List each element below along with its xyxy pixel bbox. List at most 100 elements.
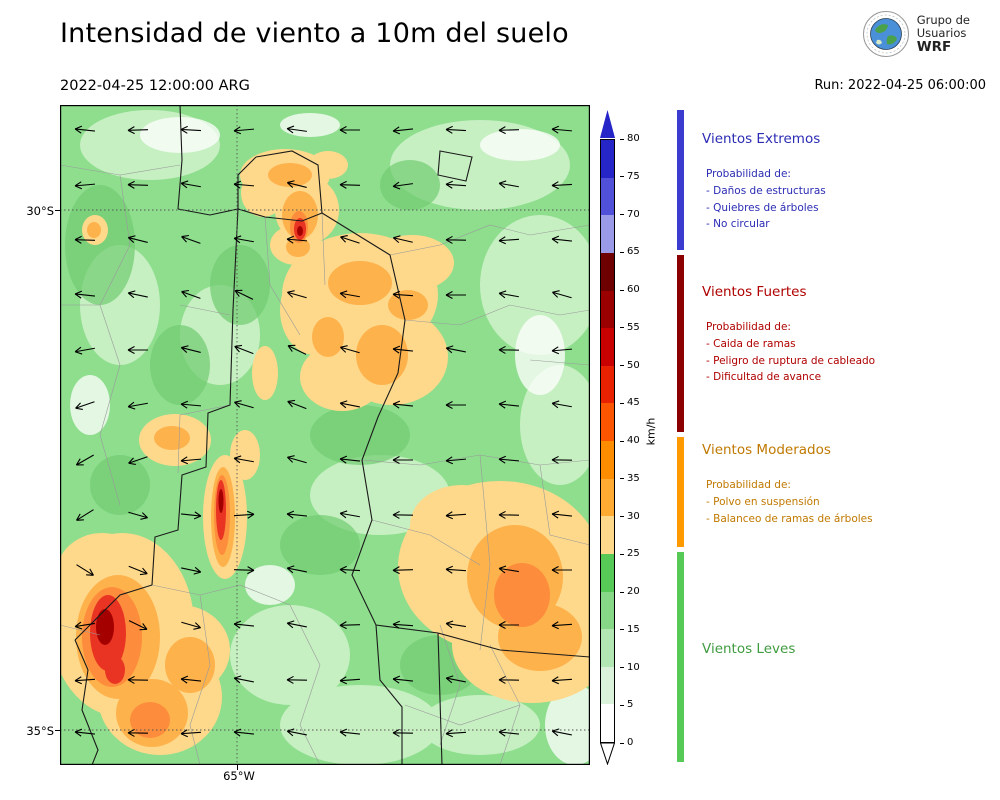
legend-item: - No circular: [706, 218, 770, 230]
wind-arrow: [498, 455, 520, 464]
wind-arrow: [181, 234, 201, 244]
legend-strip-leves: [677, 552, 684, 762]
wind-arrow: [128, 620, 148, 631]
wind-arrow: [180, 675, 202, 684]
legend-section-1: Vientos Fuertes Probabilidad de: - Caida d…: [702, 283, 994, 386]
logo-line-2: Usuarios: [916, 26, 967, 41]
wind-arrow: [392, 235, 413, 244]
wind-arrow: [180, 180, 201, 189]
wind-arrow: [287, 290, 307, 299]
axis-tick: [55, 730, 60, 731]
wind-arrow: [552, 290, 572, 299]
legend-item: - Dificultad de avance: [706, 371, 822, 383]
colorbar-band-60-65: [601, 252, 614, 291]
legend-item: - Peligro de ruptura de cableado: [706, 354, 876, 367]
wind-arrow: [445, 675, 466, 684]
wind-arrow: [127, 235, 148, 243]
legend-probability-label: Probabilidad de:: [706, 321, 791, 333]
wind-arrow: [392, 345, 414, 354]
wind-arrow: [339, 621, 361, 630]
wind-arrow: [445, 456, 467, 465]
wind-arrow: [392, 510, 414, 519]
colorbar-tick-label: 10: [620, 662, 640, 673]
colorbar-tick-label: 15: [620, 624, 640, 635]
wind-arrow: [233, 620, 255, 629]
colorbar-band-70-75: [601, 177, 614, 216]
wind-arrow: [180, 456, 202, 465]
lat-label-35s: 35°S: [26, 724, 54, 738]
legend-item: - Quiebres de árboles: [706, 201, 819, 214]
legend-section-title: Vientos Leves: [702, 641, 796, 657]
legend-item: - Polvo en suspensión: [706, 496, 820, 508]
wind-arrow: [127, 675, 149, 684]
wind-arrow: [286, 565, 307, 574]
wind-arrow: [234, 289, 254, 300]
wind-arrow: [233, 566, 255, 575]
wind-arrow: [180, 729, 202, 738]
colorbar-unit-label: km/h: [644, 417, 658, 446]
wind-arrow: [392, 126, 414, 135]
wind-arrow: [551, 621, 573, 630]
colorbar-tick-label: 30: [620, 511, 640, 522]
colorbar-tick-label: 20: [620, 587, 640, 597]
legend-probability-label: Probabilidad de:: [706, 168, 791, 180]
wind-arrow: [498, 400, 520, 409]
colorbar-bands: [600, 139, 615, 743]
wind-arrow: [392, 728, 414, 737]
legend-section-0: Vientos Extremos Probabilidad de: - Daños …: [702, 130, 994, 233]
wind-arrow: [76, 509, 94, 521]
wind-arrow: [445, 620, 466, 629]
legend-strip-fuertes: [677, 255, 684, 432]
wind-arrow: [181, 566, 202, 575]
wind-arrow: [128, 565, 148, 576]
wind-arrow: [234, 344, 254, 355]
wind-arrow: [551, 235, 573, 244]
wind-arrow: [392, 620, 414, 629]
wind-arrow: [498, 728, 520, 737]
wind-arrow: [339, 565, 361, 574]
legend-item: - Balanceo de ramas de árboles: [706, 512, 873, 525]
wind-arrow: [74, 125, 96, 134]
wind-arrow: [128, 511, 148, 520]
wind-arrow: [498, 236, 520, 245]
wind-arrow: [498, 621, 519, 629]
wind-arrow: [74, 181, 96, 190]
colorbar-tick-label: 25: [620, 549, 640, 559]
wind-arrow: [286, 235, 308, 244]
colorbar-band-55-60: [601, 290, 614, 329]
legend-section-title: Vientos Extremos: [702, 131, 821, 147]
wind-arrow: [287, 399, 307, 410]
colorbar-band-25-30: [601, 516, 614, 554]
colorbar-ticks: 80 75 70 65 60 55 50 45 40 35 30 25 20 15 10 5 0: [620, 134, 654, 748]
valid-time-label: 2022-04-25 12:00:00 ARG: [60, 78, 250, 94]
wind-arrow: [128, 456, 148, 465]
wind-arrow: [551, 728, 572, 737]
legend-section-2: Vientos Moderados Probabilidad de: - Polvo…: [702, 441, 994, 527]
logo-line-wrf: WRF: [916, 38, 952, 55]
wind-arrow: [181, 621, 201, 630]
colorbar-tick-label: 45: [620, 398, 640, 408]
wind-arrow: [180, 511, 202, 520]
wind-arrow: [551, 566, 572, 574]
wind-arrow: [551, 455, 573, 464]
lon-label-65w: 65°W: [223, 769, 255, 783]
colorbar-tick-label: 35: [620, 473, 640, 484]
colorbar-tick-label: 70: [620, 209, 640, 220]
wind-arrow: [551, 181, 573, 190]
wind-arrow: [234, 400, 254, 409]
wind-arrow: [392, 456, 413, 464]
wind-arrow: [286, 620, 307, 629]
colorbar-band-30-35: [601, 478, 614, 517]
wind-arrow: [74, 346, 95, 355]
colorbar-band-15-20: [601, 591, 614, 630]
wind-arrow: [233, 235, 254, 244]
wind-arrow: [445, 565, 467, 574]
colorbar-tick-label: 65: [620, 247, 640, 257]
graticule: [60, 105, 590, 765]
legend-probability-label: Probabilidad de:: [706, 479, 791, 491]
colorbar-under-arrow: [600, 743, 615, 765]
wind-arrow: [74, 235, 96, 244]
wind-arrow: [233, 728, 255, 737]
wind-arrow: [498, 510, 520, 519]
